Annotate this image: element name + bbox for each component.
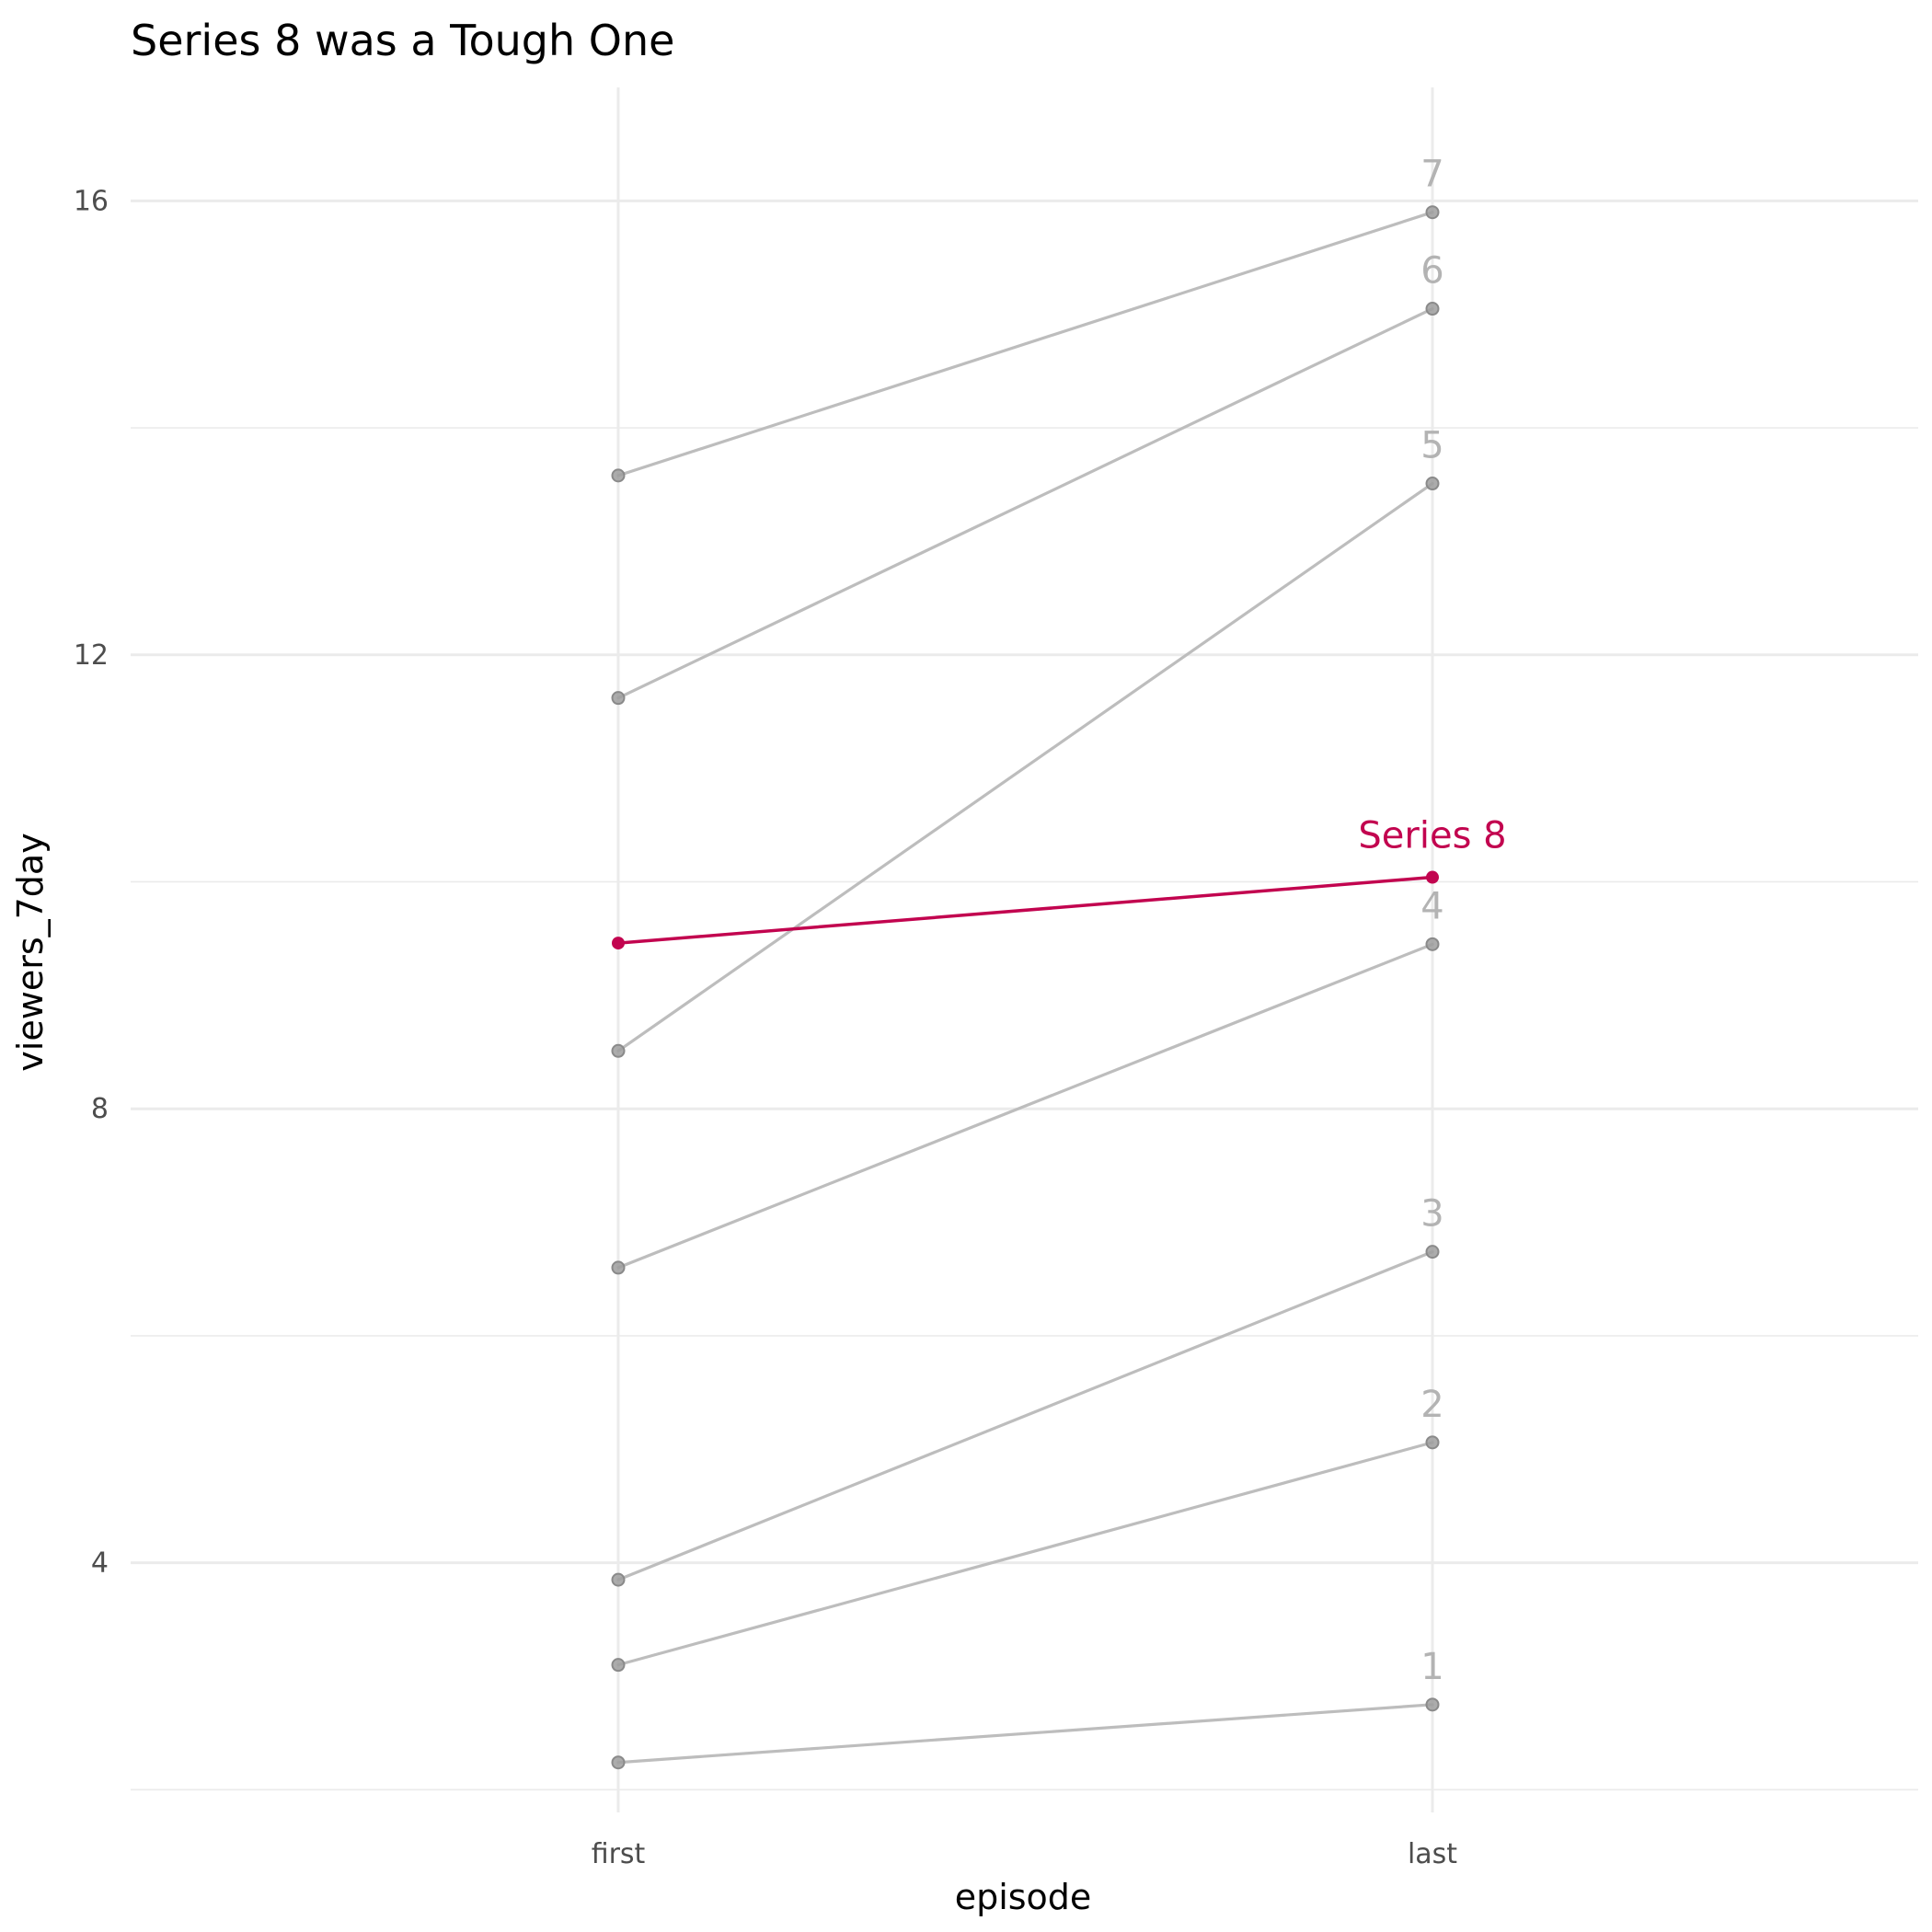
series-line-2 bbox=[616, 1441, 1434, 1667]
data-point-series-8-last bbox=[1426, 870, 1439, 884]
y-tick-label: 4 bbox=[91, 1547, 109, 1580]
series-line-series-8 bbox=[616, 875, 1434, 945]
data-point-5-first bbox=[611, 1043, 626, 1058]
series-line-6 bbox=[616, 306, 1434, 700]
data-point-6-last bbox=[1425, 302, 1440, 316]
series-label-series-8: Series 8 bbox=[1358, 815, 1506, 857]
series-label-2: 2 bbox=[1420, 1384, 1443, 1426]
x-tick-label-last: last bbox=[1408, 1838, 1457, 1870]
series-label-3: 3 bbox=[1420, 1193, 1443, 1236]
data-point-6-first bbox=[611, 691, 626, 706]
series-line-4 bbox=[616, 942, 1434, 1270]
series-label-5: 5 bbox=[1420, 425, 1443, 467]
series-line-1 bbox=[616, 1703, 1434, 1765]
y-tick-label: 8 bbox=[91, 1093, 109, 1125]
data-point-2-first bbox=[611, 1658, 626, 1673]
series-layer: 1 2 3 4 5 6 7 Series 8 bbox=[611, 154, 1507, 1770]
data-point-series-8-first bbox=[612, 937, 625, 950]
grid-layer bbox=[131, 87, 1918, 1812]
data-point-1-first bbox=[611, 1755, 626, 1770]
series-line-7 bbox=[616, 211, 1434, 477]
series-label-1: 1 bbox=[1420, 1646, 1443, 1688]
series-line-5 bbox=[616, 481, 1434, 1052]
series-label-7: 7 bbox=[1420, 154, 1443, 196]
data-point-5-last bbox=[1425, 477, 1440, 491]
data-point-4-last bbox=[1425, 937, 1440, 951]
data-point-2-last bbox=[1425, 1435, 1440, 1450]
data-point-3-first bbox=[611, 1572, 626, 1587]
data-point-7-last bbox=[1425, 205, 1440, 220]
y-axis-title: viewers_7day bbox=[10, 833, 51, 1071]
data-point-4-first bbox=[611, 1260, 626, 1275]
data-point-1-last bbox=[1425, 1697, 1440, 1712]
series-label-6: 6 bbox=[1420, 250, 1443, 293]
axis-layer: Series 8 was a Tough One episode viewers… bbox=[10, 16, 1457, 1917]
x-axis-title: episode bbox=[955, 1877, 1092, 1917]
series-label-4: 4 bbox=[1420, 885, 1443, 927]
data-point-7-first bbox=[611, 468, 626, 483]
data-point-3-last bbox=[1425, 1245, 1440, 1259]
chart-title: Series 8 was a Tough One bbox=[131, 16, 674, 65]
series-line-3 bbox=[616, 1250, 1434, 1581]
y-tick-label: 12 bbox=[74, 639, 109, 672]
y-tick-label: 16 bbox=[74, 185, 109, 217]
x-tick-label-first: first bbox=[592, 1838, 646, 1870]
